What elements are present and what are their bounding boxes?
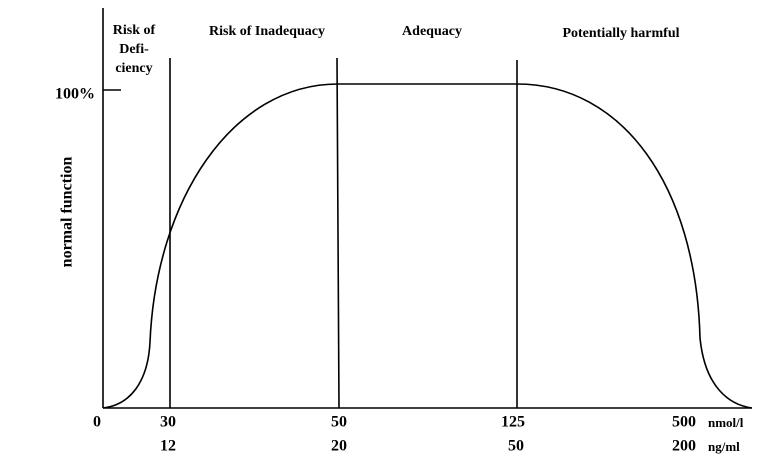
x-tick-label: 20 bbox=[331, 438, 347, 455]
function-curve bbox=[102, 83, 753, 409]
zone-label: ciency bbox=[115, 61, 152, 76]
x-tick-label: 200 bbox=[672, 438, 696, 455]
zone-label: Potentially harmful bbox=[562, 26, 679, 41]
zone-label: Adequacy bbox=[402, 24, 462, 39]
x-tick-label: 30 bbox=[160, 414, 176, 431]
y-axis-label: normal function bbox=[59, 157, 76, 268]
zone-label: Defi- bbox=[119, 42, 149, 57]
zone-label: Risk of Inadequacy bbox=[209, 24, 325, 39]
x-tick-label: 125 bbox=[501, 414, 525, 431]
x-unit: nmol/l bbox=[708, 415, 744, 430]
x-tick-label: 500 bbox=[672, 414, 696, 431]
boundary bbox=[336, 57, 340, 409]
x-tick-label: 50 bbox=[331, 414, 347, 431]
x-unit: ng/ml bbox=[708, 439, 740, 454]
x-tick-label: 50 bbox=[508, 438, 524, 455]
x-tick-label: 12 bbox=[160, 438, 176, 455]
x-origin-label: 0 bbox=[93, 414, 101, 431]
zone-label: Risk of bbox=[113, 23, 156, 38]
y-tick-label: 100% bbox=[55, 86, 95, 103]
